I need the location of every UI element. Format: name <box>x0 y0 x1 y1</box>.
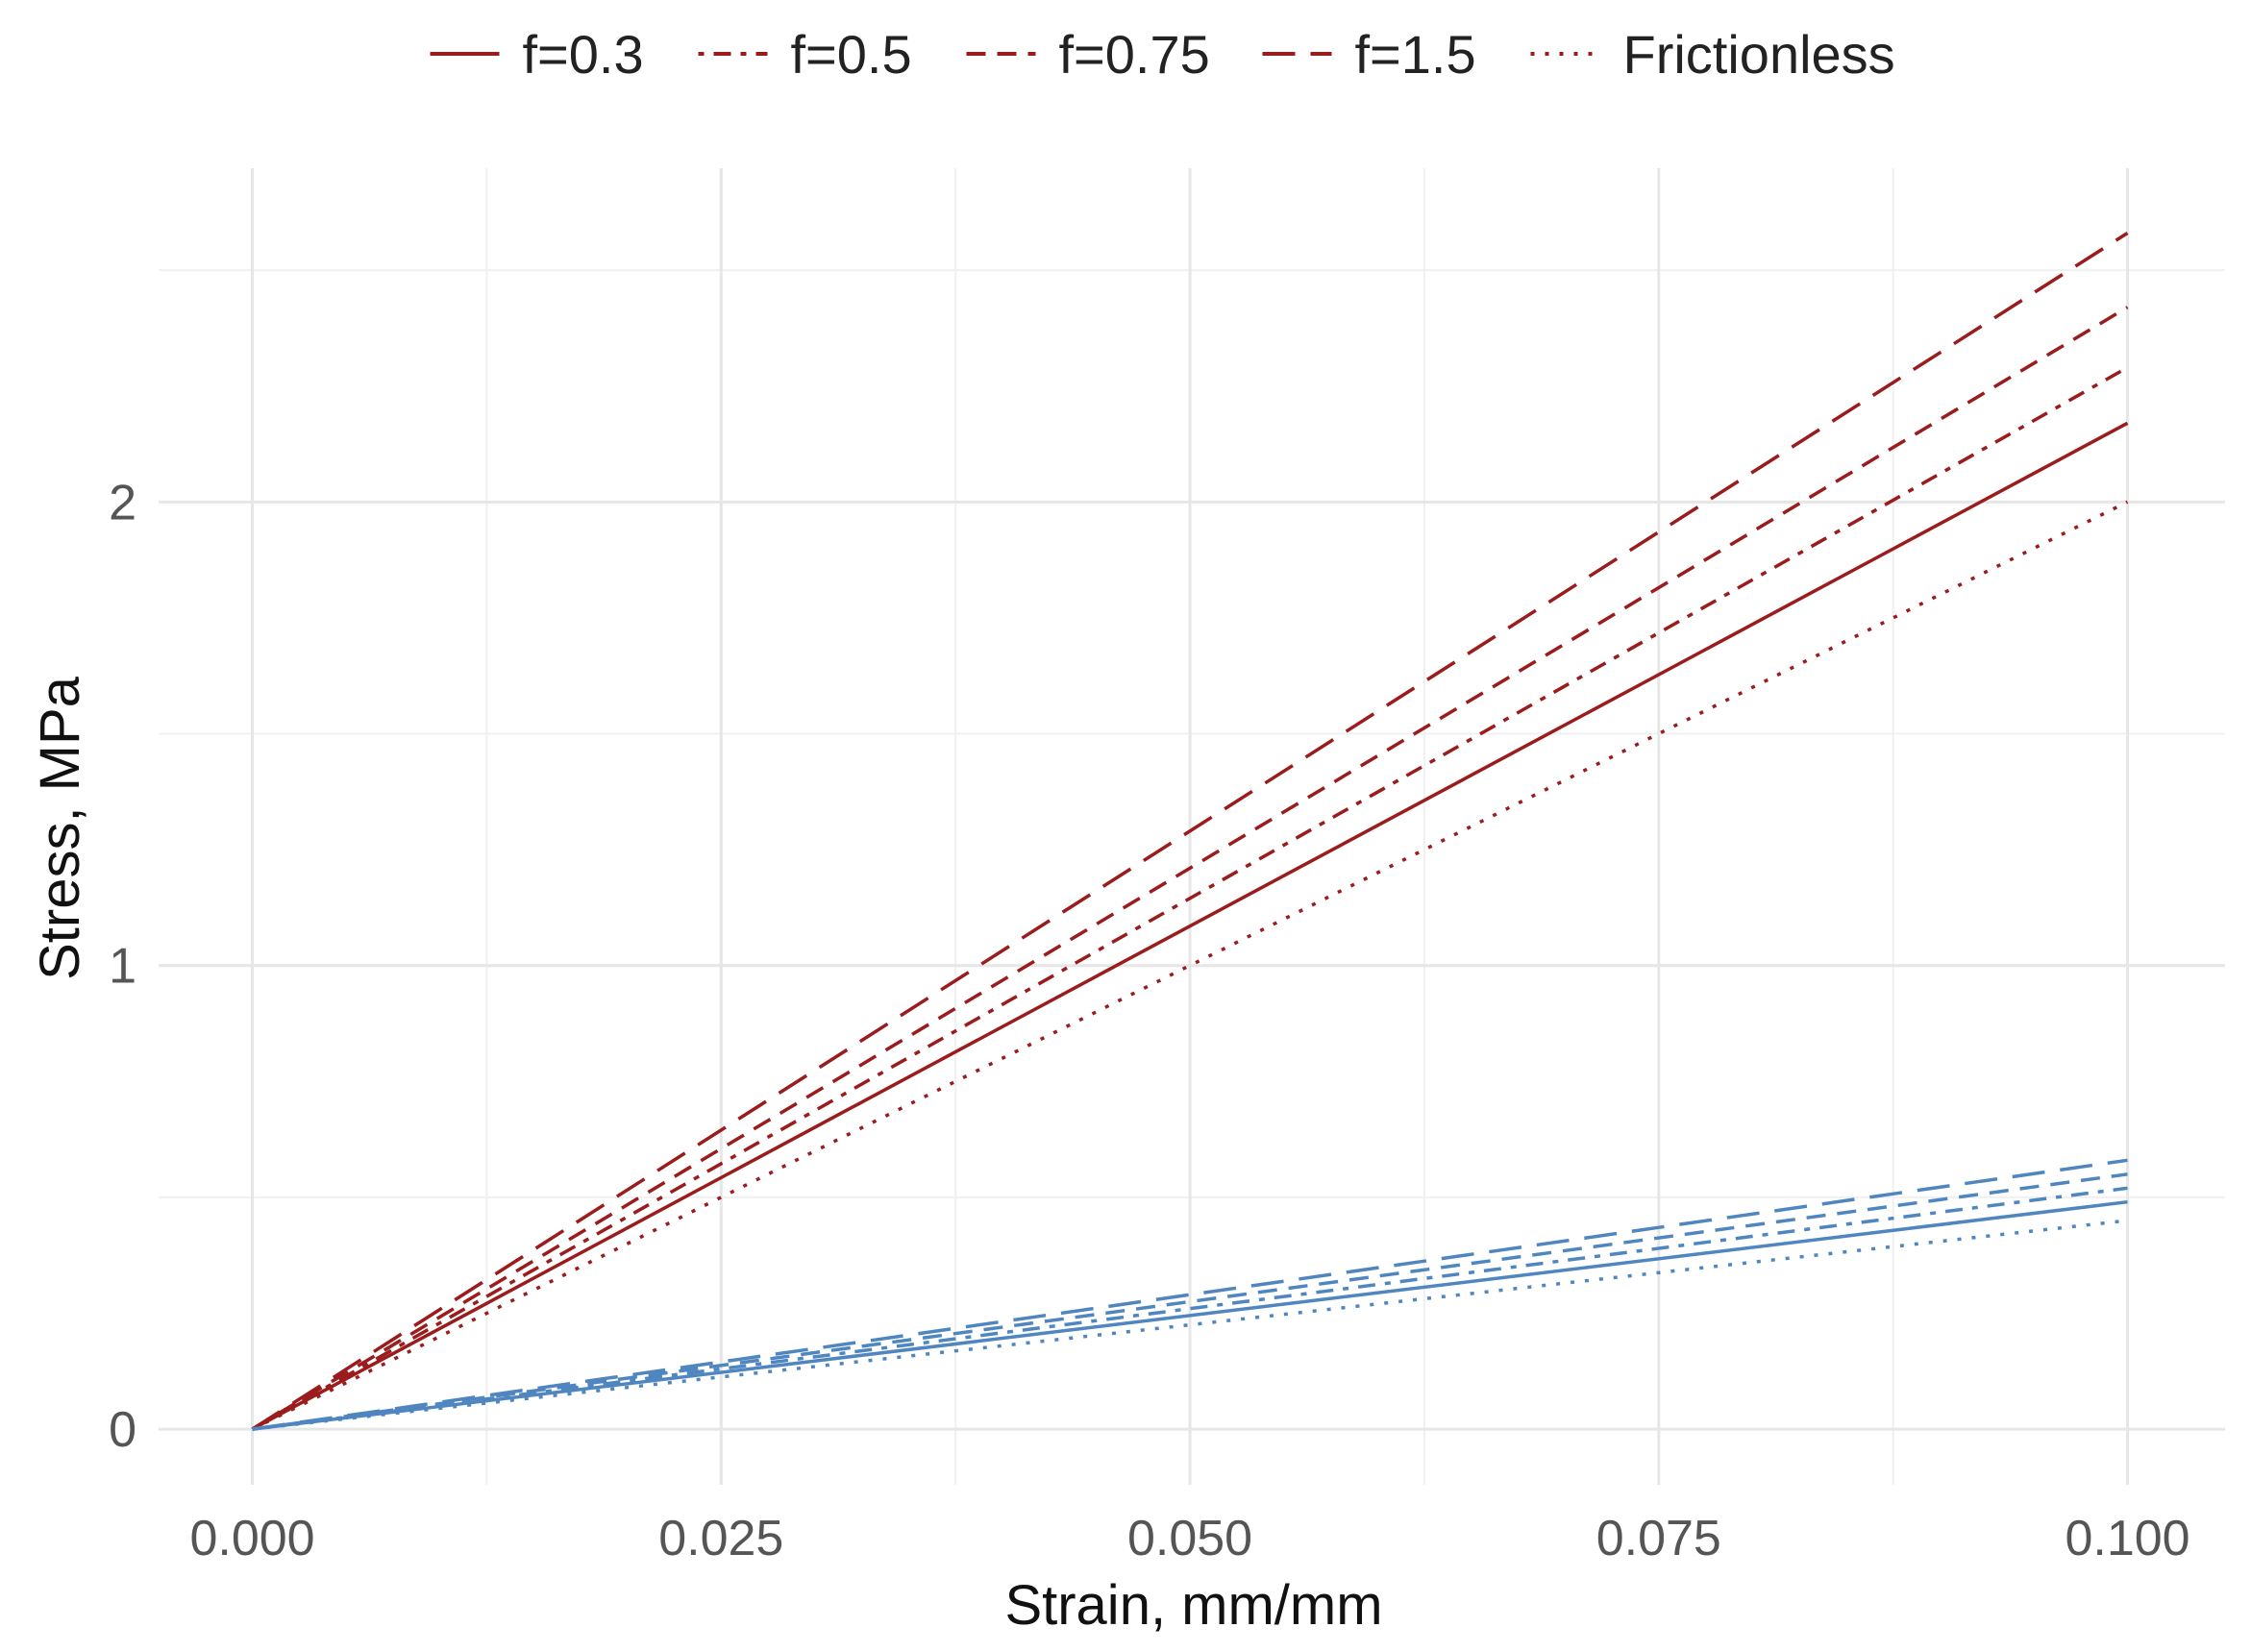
legend[interactable]: f=0.3 f=0.5 f=0.75 f=1.5 Frictionless <box>430 24 1895 85</box>
series-line-group_a-f-1-5 <box>251 232 2129 1431</box>
x-tick-label: 0.075 <box>1596 1511 1721 1566</box>
series-line-group_a-f-0-75 <box>251 306 2129 1431</box>
plot-area <box>251 232 2129 1431</box>
x-tick-label: 0.050 <box>1127 1511 1252 1566</box>
series-line-group_b-f-0-5 <box>252 1186 2128 1431</box>
y-tick-label: 2 <box>109 475 136 530</box>
y-axis-title: Stress, MPa <box>29 676 91 980</box>
x-tick-label: 0.025 <box>658 1511 783 1566</box>
x-axis-title: Strain, mm/mm <box>1004 1574 1382 1637</box>
series-line-group_b-f-0-3 <box>252 1199 2128 1431</box>
legend-item-frictionless[interactable]: Frictionless <box>1530 24 1895 85</box>
series-line-group_a-f-0-5 <box>251 365 2129 1431</box>
x-tick-label: 0.000 <box>189 1511 314 1566</box>
y-axis: 0 1 2 <box>109 475 136 1458</box>
legend-label: f=1.5 <box>1355 24 1476 85</box>
series-line-group_b-f-0-75 <box>252 1172 2128 1431</box>
legend-label: Frictionless <box>1623 24 1895 85</box>
legend-label: f=0.5 <box>791 24 912 85</box>
series-line-group_b-frictionless <box>252 1219 2128 1431</box>
series-line-group_b-f-1-5 <box>252 1158 2128 1431</box>
legend-label: f=0.75 <box>1059 24 1210 85</box>
legend-item-f-1-5[interactable]: f=1.5 <box>1262 24 1476 85</box>
legend-item-f-0-3[interactable]: f=0.3 <box>430 24 644 85</box>
legend-item-f-0-75[interactable]: f=0.75 <box>966 24 1210 85</box>
grid <box>159 168 2225 1485</box>
series-line-group_a-f-0-3 <box>251 421 2129 1431</box>
y-tick-label: 1 <box>109 939 136 995</box>
legend-label: f=0.3 <box>523 24 644 85</box>
series-line-group_a-frictionless <box>251 500 2129 1431</box>
y-tick-label: 0 <box>109 1402 136 1458</box>
x-axis: 0.000 0.025 0.050 0.075 0.100 <box>189 1511 2189 1566</box>
x-tick-label: 0.100 <box>2065 1511 2189 1566</box>
legend-item-f-0-5[interactable]: f=0.5 <box>698 24 912 85</box>
